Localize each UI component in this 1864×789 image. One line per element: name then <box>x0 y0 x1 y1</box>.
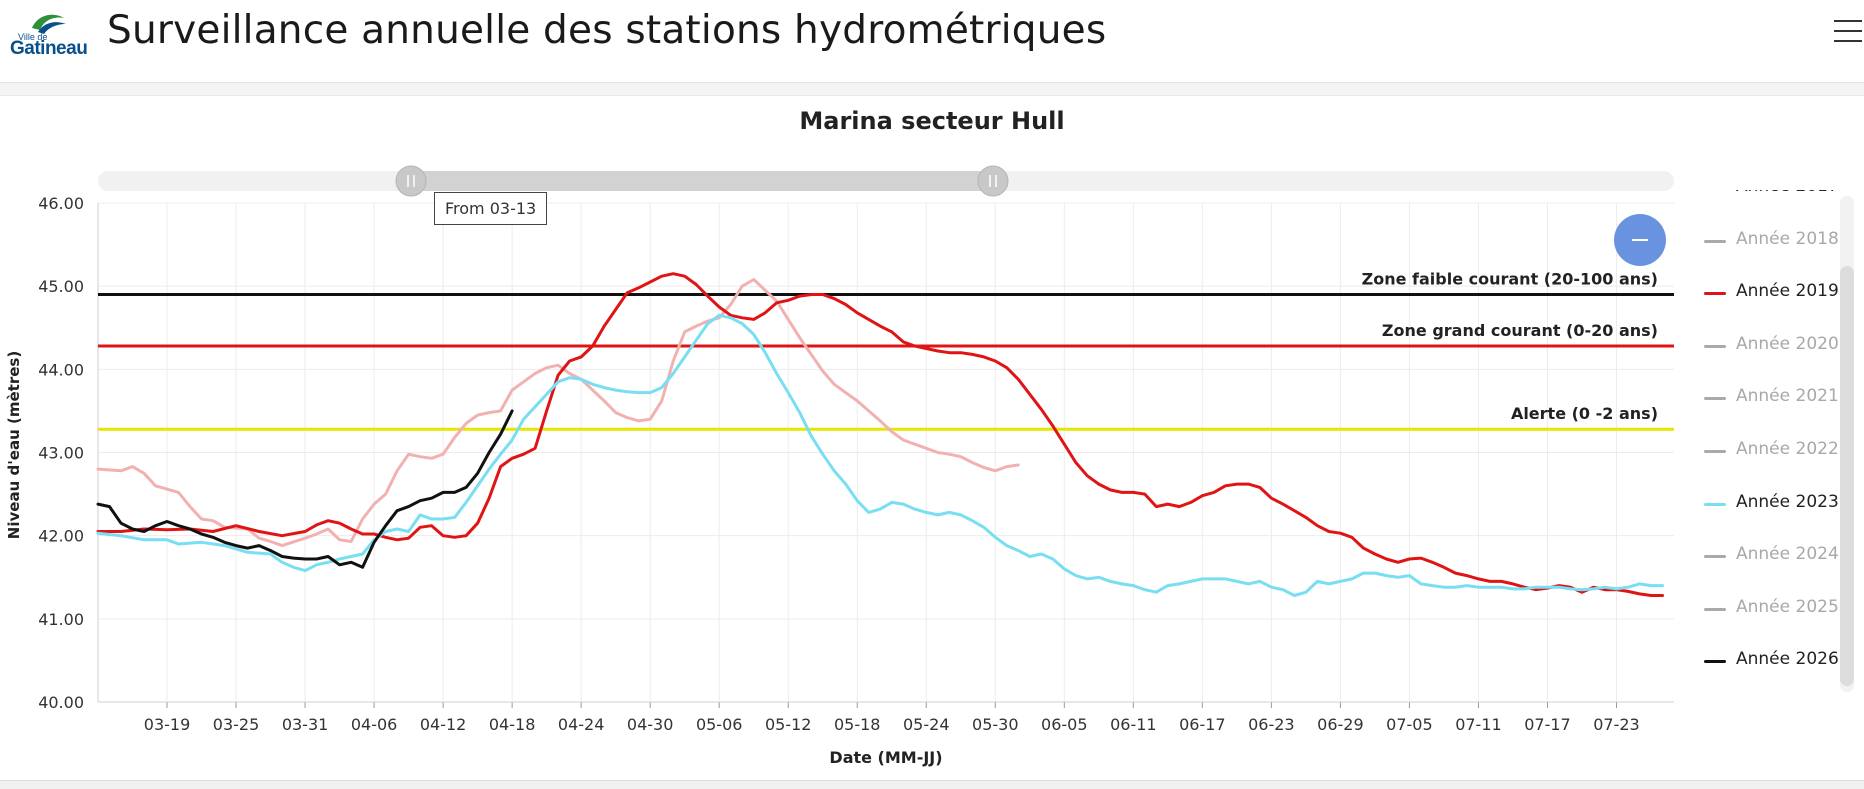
chart-area: 03-19 03-25 03-31 04-06 04-12 04-18 04-24 04-30… <box>5 165 1674 767</box>
y-tick-label: 42.00 <box>38 527 84 546</box>
y-tick-label: 41.00 <box>38 610 84 629</box>
legend-scrollbar[interactable] <box>1840 196 1854 692</box>
legend-item[interactable]: Année 2023 <box>1704 492 1840 516</box>
y-tick-label: 45.00 <box>38 277 84 296</box>
bottom-tab-bar <box>0 780 1864 789</box>
legend-label: Année 2021 <box>1736 386 1839 407</box>
x-tick-label: 07-11 <box>1455 715 1502 734</box>
thresholds: Zone faible courant (20-100 ans) Zone gra… <box>98 269 1674 431</box>
gatineau-logo[interactable]: Ville de Gatineau <box>10 10 88 60</box>
logo-swirl-icon <box>32 14 66 34</box>
hamburger-menu-icon[interactable] <box>1834 20 1864 50</box>
x-tick-label: 06-05 <box>1041 715 1088 734</box>
x-tick-label: 06-11 <box>1110 715 1157 734</box>
y-tick-label: 46.00 <box>38 194 84 213</box>
x-tick-label: 04-30 <box>627 715 674 734</box>
y-axis-label: Niveau d'eau (mètres) <box>5 351 23 539</box>
x-tick-label: 04-06 <box>351 715 398 734</box>
legend-swatch <box>1704 660 1726 664</box>
x-tick-label: 03-19 <box>144 715 191 734</box>
legend-swatch <box>1704 502 1726 506</box>
legend-item[interactable]: Année 2018 <box>1704 229 1840 253</box>
x-tick-label: 07-17 <box>1524 715 1571 734</box>
threshold-label: Zone faible courant (20-100 ans) <box>1362 269 1658 288</box>
x-tick-label: 05-06 <box>696 715 743 734</box>
threshold-label: Alerte (0 -2 ans) <box>1511 404 1658 423</box>
y-tick-label: 44.00 <box>38 360 84 379</box>
x-tick-label: 03-25 <box>213 715 260 734</box>
legend-item[interactable]: Année 2026 <box>1704 649 1840 673</box>
x-tick-label: 07-05 <box>1386 715 1433 734</box>
legend-swatch <box>1704 397 1726 401</box>
x-tick-label: 06-17 <box>1179 715 1226 734</box>
legend-item[interactable]: Année 2017 <box>1704 190 1840 200</box>
range-navigator[interactable] <box>98 165 1674 197</box>
legend-item[interactable]: Année 2019 <box>1704 281 1840 305</box>
series-line-annee-2026[interactable] <box>96 409 514 569</box>
threshold-label: Zone grand courant (0-20 ans) <box>1382 321 1658 340</box>
x-tick-label: 04-12 <box>420 715 467 734</box>
legend-label: Année 2023 <box>1736 491 1839 512</box>
legend: Année 2017 Année 2018 Année 2019 Année 2020… <box>1700 190 1840 690</box>
legend-label: Année 2024 <box>1736 544 1839 565</box>
x-tick-label: 07-23 <box>1593 715 1640 734</box>
legend-label: Année 2025 <box>1736 596 1839 617</box>
legend-swatch <box>1704 607 1726 611</box>
legend-item[interactable]: Année 2024 <box>1704 544 1840 568</box>
legend-item[interactable]: Année 2025 <box>1704 597 1840 621</box>
series-line-annee-2023[interactable] <box>96 313 1664 597</box>
x-tick-label: 03-31 <box>282 715 329 734</box>
legend-label: Année 2022 <box>1736 439 1839 459</box>
legend-label: Année 2026 <box>1736 649 1839 670</box>
legend-swatch <box>1704 555 1726 559</box>
axes: 03-19 03-25 03-31 04-06 04-12 04-18 04-24 04-30… <box>38 194 1674 734</box>
legend-swatch <box>1704 292 1726 296</box>
legend-item[interactable]: Année 2021 <box>1704 386 1840 410</box>
legend-swatch <box>1704 450 1726 453</box>
legend-label: Année 2019 <box>1736 281 1839 302</box>
sub-header-bar <box>0 83 1864 96</box>
x-tick-label: 04-18 <box>489 715 536 734</box>
series-line-annee-2019[interactable] <box>96 272 1664 597</box>
legend-item[interactable]: Année 2022 <box>1704 439 1840 463</box>
x-tick-label: 06-23 <box>1248 715 1295 734</box>
x-tick-label: 05-30 <box>972 715 1019 734</box>
legend-label: Année 2018 <box>1736 228 1839 249</box>
x-tick-label: 05-12 <box>765 715 812 734</box>
grid <box>98 202 1674 703</box>
series <box>96 272 1664 597</box>
legend-label: Année 2020 <box>1736 333 1839 354</box>
legend-swatch <box>1704 344 1726 348</box>
legend-label: Année 2017 <box>1736 190 1839 196</box>
navigator-selection[interactable] <box>411 171 993 191</box>
logo-small-text: Ville de <box>18 32 48 42</box>
legend-item[interactable]: Année 2020 <box>1704 334 1840 358</box>
navigator-handle[interactable] <box>977 165 1009 197</box>
x-axis-label: Date (MM-JJ) <box>829 748 942 767</box>
y-tick-label: 40.00 <box>38 693 84 712</box>
x-tick-label: 05-24 <box>903 715 950 734</box>
reset-zoom-button[interactable] <box>1614 214 1666 266</box>
y-tick-label: 43.00 <box>38 444 84 463</box>
legend-scroll-thumb[interactable] <box>1840 266 1854 686</box>
x-tick-label: 06-29 <box>1317 715 1364 734</box>
legend-swatch <box>1704 239 1726 243</box>
app-header: Ville de Gatineau Surveillance annuelle … <box>0 0 1864 83</box>
range-tooltip: From 03-13 <box>434 192 548 225</box>
x-tick-label: 05-18 <box>834 715 881 734</box>
x-tick-label: 04-24 <box>558 715 605 734</box>
logo-main-text: Gatineau <box>10 38 88 59</box>
chart-title: Marina secteur Hull <box>799 107 1065 135</box>
page-title: Surveillance annuelle des stations hydro… <box>107 8 1107 53</box>
navigator-handle[interactable] <box>395 165 427 197</box>
